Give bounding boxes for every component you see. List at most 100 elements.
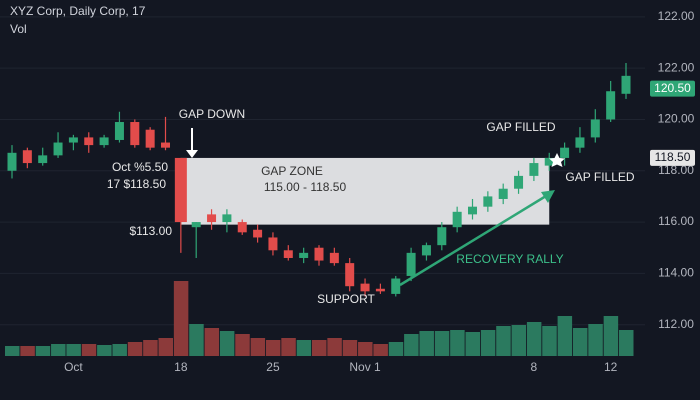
gap-zone-title: GAP ZONE: [261, 164, 323, 178]
x-tick-label: 12: [604, 360, 618, 374]
chart-title: XYZ Corp, Daily Corp, 17: [10, 4, 146, 18]
y-tick-label: 112.00: [658, 317, 694, 331]
candle-body: [529, 163, 539, 176]
volume-bar: [419, 331, 434, 356]
volume-bar: [250, 338, 266, 356]
candle-body: [391, 278, 401, 294]
annotation: 17 $118.50: [107, 177, 166, 191]
candle-body: [375, 288, 385, 292]
candle-body: [421, 245, 431, 256]
candle-body: [53, 142, 63, 156]
volume-bar: [572, 328, 588, 356]
x-tick-label: Nov 1: [349, 360, 381, 374]
price-label: 118.50: [655, 150, 691, 164]
candle-body: [437, 227, 447, 246]
price-label: 120.50: [654, 81, 691, 95]
volume-bar: [496, 326, 511, 356]
candle-body: [575, 137, 585, 148]
candle-body: [237, 222, 247, 233]
volume-bar: [373, 344, 388, 356]
candle-body: [483, 196, 493, 207]
annotation: GAP FILLED: [565, 170, 634, 184]
candle-body: [299, 252, 309, 258]
candle-body: [268, 237, 278, 251]
candle-body: [161, 142, 170, 148]
volume-bar: [66, 344, 81, 356]
volume-bar: [51, 344, 66, 356]
volume-bar: [480, 330, 496, 356]
candle-body: [452, 211, 462, 228]
volume-bar: [127, 342, 143, 356]
gap-zone-layer: [180, 157, 550, 225]
volume-bar: [404, 334, 419, 356]
rally-arrow: [399, 194, 547, 287]
arrow-head: [541, 190, 555, 203]
candle-body: [191, 222, 201, 228]
candle-body: [498, 188, 508, 199]
volume-bar: [312, 340, 327, 356]
candle-body: [468, 206, 477, 215]
annotation: SUPPORT: [317, 292, 375, 306]
candle-body: [621, 75, 631, 94]
candle-body: [314, 247, 324, 261]
candle-body: [84, 137, 94, 146]
candle-body: [222, 214, 232, 223]
y-tick-label: 122.00: [658, 60, 695, 74]
candle-body: [406, 252, 416, 276]
volume-bar: [327, 338, 342, 356]
volume-bar: [588, 324, 603, 356]
x-tick-label: 18: [174, 360, 188, 374]
y-tick-label: 118.00: [658, 163, 694, 177]
candle-body: [145, 129, 155, 148]
volume-bar: [97, 345, 112, 356]
candle-body: [253, 229, 263, 238]
volume-bar: [603, 316, 619, 356]
candle-body: [130, 122, 140, 146]
volume-bar: [450, 330, 465, 356]
volume-bar: [143, 340, 158, 356]
volume-label: Vol: [10, 22, 27, 36]
price-label-box: [650, 80, 695, 97]
volume-bar: [35, 346, 51, 356]
annotation: Oct %5.50: [112, 160, 168, 174]
price-label-box: [650, 149, 695, 166]
candle-body: [207, 214, 217, 223]
arrow-head: [186, 150, 198, 158]
y-tick-label: 120.00: [658, 112, 695, 126]
volume-bar: [511, 325, 527, 356]
candle-body: [360, 283, 370, 292]
volume-bar: [358, 342, 373, 356]
candle-body: [590, 119, 600, 138]
candle-body: [514, 175, 524, 189]
x-tick-label: 8: [531, 360, 538, 374]
annotation: GAP DOWN: [179, 107, 245, 121]
volume-bar: [526, 322, 542, 356]
y-tick-label: 122.00: [658, 9, 695, 23]
volume-bar: [281, 338, 296, 356]
volume-bar: [204, 328, 220, 356]
volume-bar: [557, 316, 573, 356]
volume-bar: [81, 344, 97, 356]
volume-bar: [235, 334, 250, 356]
candle-body: [606, 91, 616, 120]
gap-zone: [180, 157, 550, 225]
volume-bar: [189, 324, 204, 356]
gap-zone-range: 115.00 - 118.50: [264, 180, 347, 194]
candle-body: [560, 147, 570, 158]
y-tick-label: 116.00: [658, 214, 694, 228]
x-tick-label: 25: [266, 360, 280, 374]
volume-bar: [434, 331, 450, 356]
candle-body: [68, 137, 78, 143]
candle-body: [22, 150, 32, 164]
volume-bar: [173, 281, 189, 356]
candle-body: [329, 252, 339, 264]
volume-bar: [112, 344, 127, 356]
volume-bar: [619, 330, 634, 356]
candle-body: [7, 152, 17, 171]
candle-body: [345, 263, 355, 287]
volume-bar: [296, 340, 312, 356]
volume-bar: [20, 346, 35, 356]
candle-body: [114, 122, 124, 140]
